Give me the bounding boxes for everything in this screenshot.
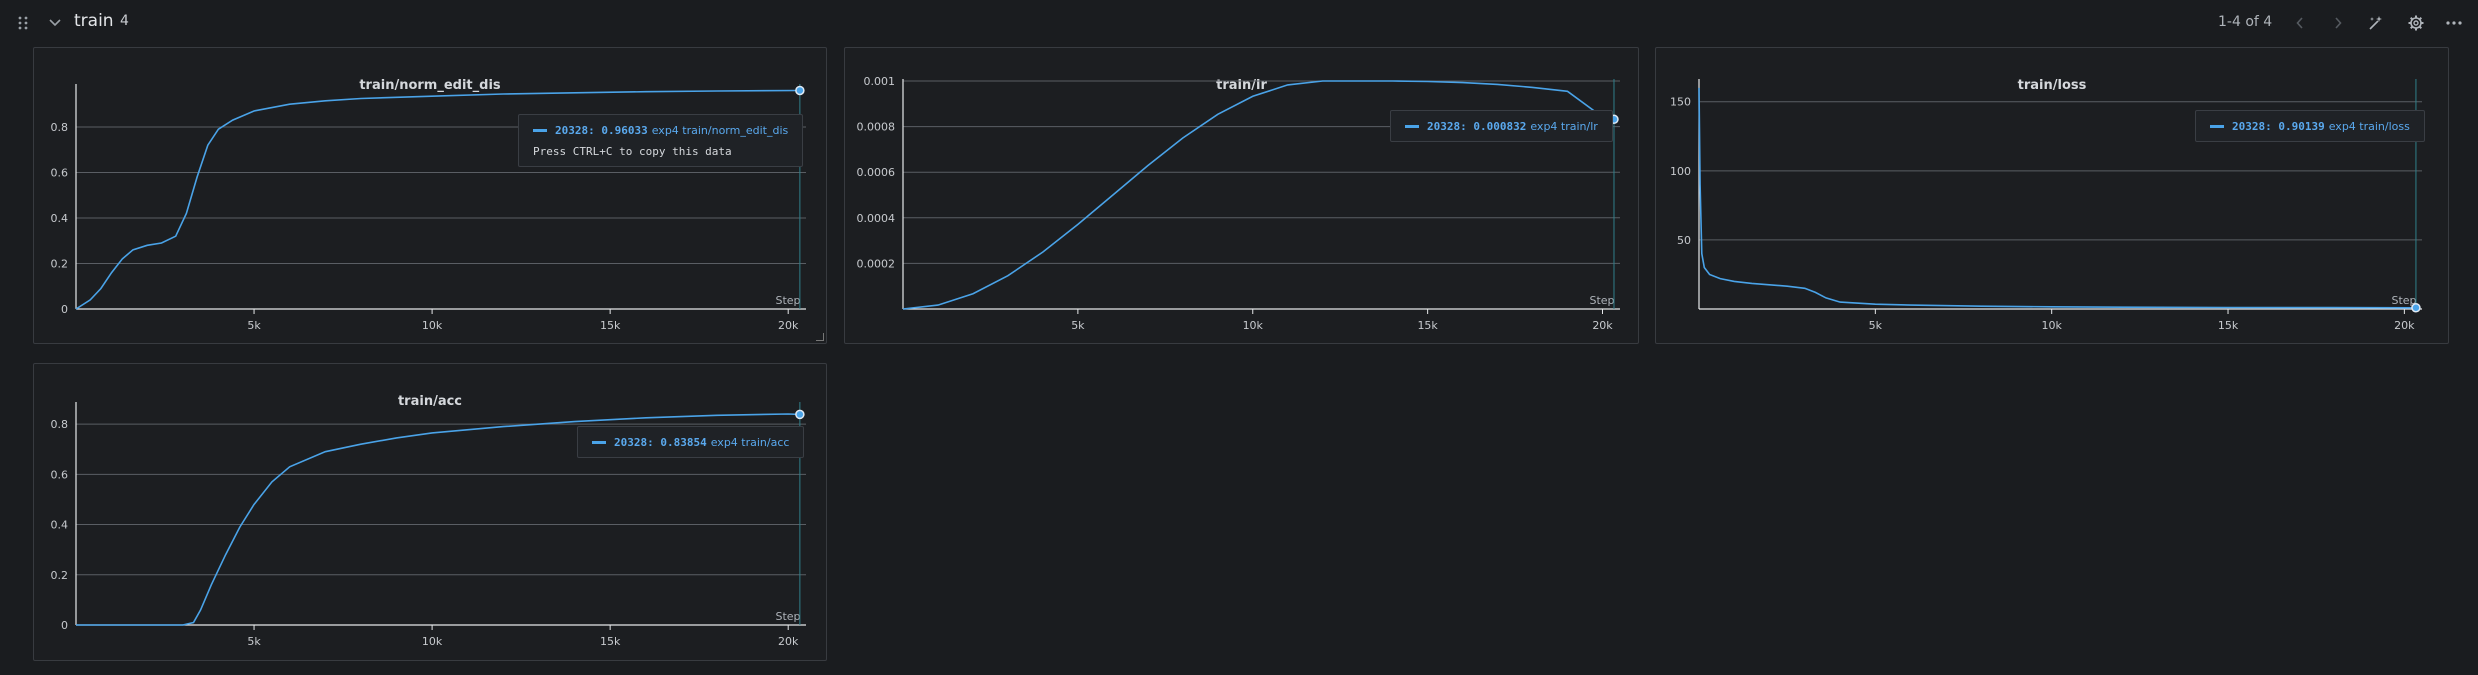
panel-count-badge: 4 [120, 13, 129, 29]
x-tick-label: 10k [1243, 319, 1264, 332]
series-line [1698, 87, 2416, 309]
more-icon[interactable] [2442, 10, 2466, 36]
chevron-down-icon[interactable] [46, 10, 64, 36]
y-tick-label: 0 [61, 619, 68, 632]
series-line [902, 80, 1615, 310]
series-swatch [592, 440, 606, 444]
y-tick-label: 100 [1670, 165, 1691, 178]
x-tick-label: 20k [2394, 319, 2415, 332]
tooltip-series: exp4 train/acc [710, 435, 790, 449]
x-tick-label: 5k [247, 635, 261, 648]
drag-handle-icon[interactable] [14, 10, 32, 36]
y-tick-label: 0.0002 [857, 257, 896, 270]
section-header: train 4 1-4 of 4 [0, 0, 2478, 46]
tooltip-value: 0.000832 [1473, 119, 1527, 133]
x-axis-label: Step [1589, 294, 1614, 307]
y-tick-label: 0.8 [51, 418, 69, 431]
tooltip-step: 20328 [1427, 119, 1461, 133]
y-tick-label: 0.001 [864, 75, 896, 88]
line-chart: 0 0.2 0.4 0.6 0.8 5k 10k 15k 20k Step [51, 84, 806, 332]
hover-point [795, 85, 805, 96]
chart-panel-norm-edit-dis[interactable]: train/norm_edit_dis 0 0.2 0.4 0.6 0.8 5k 10k 15… [33, 47, 827, 344]
hover-point [2411, 303, 2421, 313]
chevron-right-icon[interactable] [2330, 10, 2346, 36]
data-tooltip: 20328: 0.000832 exp4 train/lr [1390, 110, 1613, 142]
panel-title: train/acc [397, 394, 463, 409]
panel-title: train/norm_edit_dis [359, 78, 501, 93]
x-tick-label: 10k [2041, 319, 2062, 332]
x-tick-label: 5k [1869, 319, 1883, 332]
data-tooltip: 20328: 0.90139 exp4 train/loss [2195, 110, 2425, 142]
tooltip-step: 20328 [555, 123, 589, 137]
panel-title: train/lr [1216, 78, 1267, 93]
y-tick-label: 0 [61, 303, 68, 316]
data-tooltip: 20328: 0.96033 exp4 train/norm_edit_dis … [518, 114, 804, 167]
x-tick-label: 20k [1592, 319, 1613, 332]
x-tick-label: 20k [778, 319, 799, 332]
line-chart: 0 0.2 0.4 0.6 0.8 5k 10k 15k 20k Step [51, 402, 806, 648]
x-tick-label: 15k [600, 635, 621, 648]
y-tick-label: 0.4 [51, 212, 69, 225]
tooltip-step: 20328 [2232, 119, 2266, 133]
line-chart: 50 100 150 5k 10k 15k 20k Step [1670, 79, 2422, 332]
x-tick-label: 15k [2218, 319, 2239, 332]
y-tick-label: 0.2 [51, 569, 69, 582]
y-tick-label: 0.0006 [857, 166, 896, 179]
x-tick-label: 5k [247, 319, 261, 332]
y-tick-label: 0.0004 [857, 212, 896, 225]
tooltip-value: 0.96033 [601, 123, 648, 137]
chart-panel-loss[interactable]: train/loss 50 100 150 5k 10k 15k 20k Step 20328… [1655, 47, 2449, 344]
chart-panel-acc[interactable]: train/acc 0 0.2 0.4 0.6 0.8 5k 10k 15k 20k Step 2… [33, 363, 827, 661]
x-tick-label: 15k [1417, 319, 1438, 332]
x-tick-label: 15k [600, 319, 621, 332]
x-tick-label: 20k [778, 635, 799, 648]
x-axis-label: Step [2391, 294, 2416, 307]
x-axis-label: Step [775, 294, 800, 307]
gear-icon[interactable] [2404, 10, 2428, 36]
tooltip-value: 0.83854 [660, 435, 707, 449]
y-tick-label: 0.6 [51, 468, 69, 481]
y-tick-label: 0.8 [51, 121, 69, 134]
series-swatch [533, 128, 547, 132]
tooltip-step: 20328 [614, 435, 648, 449]
pagination-label: 1-4 of 4 [2218, 14, 2273, 30]
x-tick-label: 10k [422, 635, 443, 648]
y-tick-label: 0.2 [51, 257, 69, 270]
tooltip-series: exp4 train/lr [1530, 119, 1598, 133]
series-swatch [2210, 124, 2224, 128]
data-tooltip: 20328: 0.83854 exp4 train/acc [577, 426, 805, 458]
y-tick-label: 0.6 [51, 166, 69, 179]
x-tick-label: 10k [422, 319, 443, 332]
tooltip-series: exp4 train/loss [2328, 119, 2410, 133]
panel-title: train/loss [2017, 78, 2087, 93]
line-chart: 0.0002 0.0004 0.0006 0.0008 0.001 5k 10k 15k 20k… [857, 75, 1620, 332]
series-line [76, 413, 800, 626]
series-swatch [1405, 124, 1419, 128]
y-tick-label: 50 [1677, 234, 1691, 247]
y-tick-label: 0.0008 [857, 121, 896, 134]
x-tick-label: 5k [1071, 319, 1085, 332]
chevron-left-icon[interactable] [2292, 10, 2308, 36]
tooltip-value: 0.90139 [2278, 119, 2325, 133]
x-axis-label: Step [775, 610, 800, 623]
tooltip-series: exp4 train/norm_edit_dis [651, 123, 789, 137]
y-tick-label: 0.4 [51, 519, 69, 532]
series-line [75, 89, 800, 310]
resize-handle[interactable] [816, 333, 824, 341]
tooltip-copy-hint: Press CTRL+C to copy this data [533, 145, 732, 158]
chart-panel-lr[interactable]: train/lr 0.0002 0.0004 0.0006 0.0008 0.001 5k… [844, 47, 1639, 344]
hover-point [795, 409, 805, 420]
y-tick-label: 150 [1670, 96, 1691, 109]
magic-wand-icon[interactable] [2364, 10, 2388, 36]
section-title[interactable]: train [74, 11, 114, 31]
